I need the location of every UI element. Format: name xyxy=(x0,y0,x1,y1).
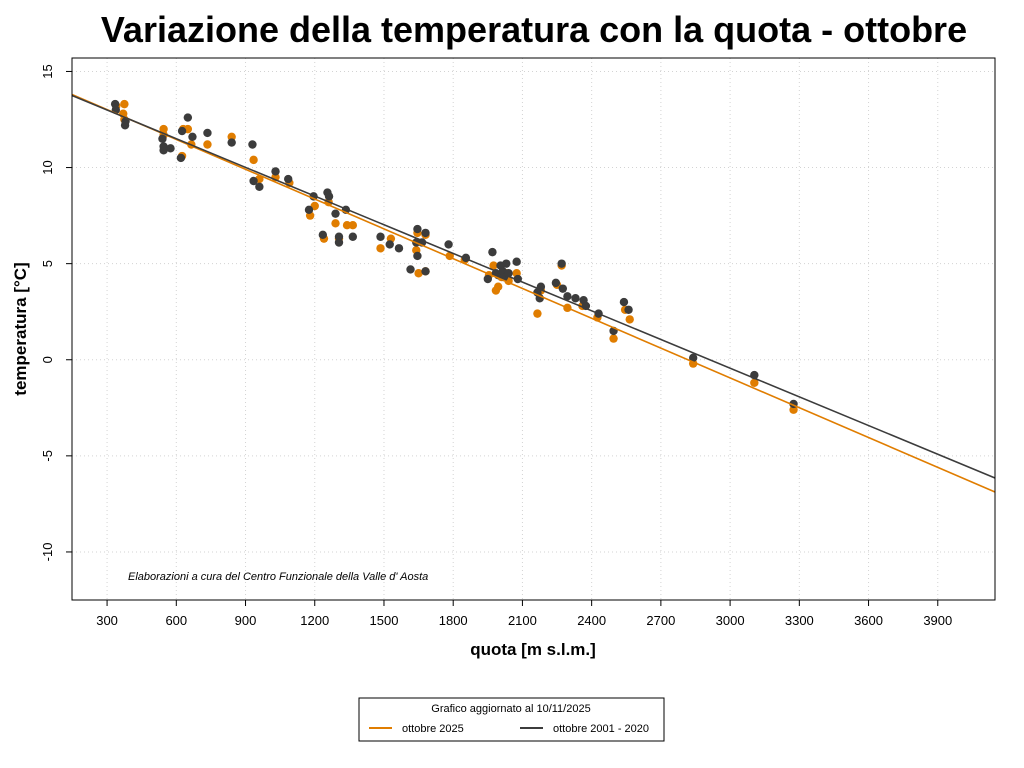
data-point xyxy=(284,174,293,184)
data-point xyxy=(227,132,236,142)
data-point xyxy=(376,244,385,253)
data-point xyxy=(158,134,167,143)
data-point xyxy=(444,240,453,249)
legend-label-2001-2020: ottobre 2001 - 2020 xyxy=(553,723,649,735)
data-point xyxy=(203,140,212,149)
y-tick-label: 10 xyxy=(40,160,55,174)
data-point xyxy=(248,140,257,149)
regression-line-2025 xyxy=(71,93,996,493)
x-tick-label: 3600 xyxy=(854,613,883,628)
series-2025 xyxy=(112,99,798,414)
data-point xyxy=(512,257,521,266)
data-point xyxy=(421,267,430,276)
regression-line-2001-2020 xyxy=(71,94,996,479)
y-axis-label: temperatura [°C] xyxy=(11,262,30,395)
data-point xyxy=(502,259,511,268)
credit-note: Elaborazioni a cura del Centro Funzional… xyxy=(128,571,428,583)
data-point xyxy=(177,126,187,136)
data-point xyxy=(376,232,385,241)
data-point xyxy=(342,221,352,230)
x-tick-label: 3900 xyxy=(923,613,952,628)
data-point xyxy=(159,124,168,134)
data-point xyxy=(385,240,394,249)
data-point xyxy=(348,221,358,230)
data-point xyxy=(533,309,542,318)
x-axis-label: quota [m s.l.m.] xyxy=(470,640,596,659)
data-point xyxy=(159,146,168,155)
x-tick-label: 2400 xyxy=(577,613,606,628)
x-tick-label: 2100 xyxy=(508,613,537,628)
data-point xyxy=(348,232,358,241)
data-point xyxy=(488,247,497,257)
data-point xyxy=(624,305,633,314)
x-tick-label: 2700 xyxy=(646,613,675,628)
legend-box xyxy=(358,697,665,742)
data-point xyxy=(483,274,493,284)
x-tick-label: 1800 xyxy=(439,613,468,628)
data-point xyxy=(227,138,236,147)
data-point xyxy=(414,269,423,278)
data-point xyxy=(331,219,340,228)
data-point xyxy=(557,259,566,268)
data-point xyxy=(120,121,130,130)
x-tick-label: 600 xyxy=(165,613,187,628)
data-point xyxy=(413,251,422,261)
y-tick-label: -10 xyxy=(40,543,55,562)
x-axis: 300 600 900 1200 1500 1800 2100 2400 2700 3000 330… xyxy=(96,600,952,628)
data-point xyxy=(304,205,314,215)
data-point xyxy=(625,315,634,324)
data-point xyxy=(571,294,580,303)
legend: Grafico aggiornato al 10/11/2025 ottobre… xyxy=(358,697,665,742)
data-point xyxy=(255,182,264,191)
data-point xyxy=(188,132,197,142)
plot-frame xyxy=(71,57,996,601)
data-point xyxy=(176,153,186,163)
data-point xyxy=(750,378,759,388)
y-tick-label: 5 xyxy=(40,260,55,267)
data-point xyxy=(183,113,193,122)
data-point xyxy=(334,232,344,241)
data-point xyxy=(324,192,334,201)
x-tick-label: 3300 xyxy=(785,613,814,628)
data-point xyxy=(331,209,340,218)
data-point xyxy=(563,292,572,301)
data-point xyxy=(493,282,503,291)
x-tick-label: 300 xyxy=(96,613,118,628)
x-tick-label: 3000 xyxy=(716,613,745,628)
data-point xyxy=(203,128,212,138)
data-point xyxy=(609,334,618,343)
data-point xyxy=(249,155,258,165)
data-point xyxy=(120,99,129,109)
data-point xyxy=(249,176,258,186)
x-tick-label: 1500 xyxy=(370,613,399,628)
regression-lines xyxy=(71,93,996,493)
y-tick-label: -5 xyxy=(40,450,55,462)
data-point xyxy=(406,265,415,274)
data-points xyxy=(110,99,798,414)
data-point xyxy=(271,167,280,176)
legend-title: Grafico aggiornato al 10/11/2025 xyxy=(431,703,590,715)
data-point xyxy=(413,224,422,234)
data-point xyxy=(421,228,430,238)
chart-title: Variazione della temperatura con la quot… xyxy=(101,9,967,50)
x-tick-label: 1200 xyxy=(300,613,329,628)
data-point xyxy=(489,261,498,270)
data-point xyxy=(394,244,404,253)
legend-label-2025: ottobre 2025 xyxy=(402,723,464,735)
grid xyxy=(72,58,995,600)
y-axis: -10 -5 0 5 10 15 xyxy=(40,64,72,561)
y-tick-label: 0 xyxy=(40,356,55,363)
data-point xyxy=(789,405,798,414)
data-point xyxy=(166,144,175,153)
data-point xyxy=(688,353,698,363)
data-point xyxy=(334,238,344,247)
x-tick-label: 900 xyxy=(235,613,257,628)
data-point xyxy=(619,297,629,307)
data-point xyxy=(551,278,561,288)
data-point xyxy=(558,284,568,293)
data-point xyxy=(318,230,328,240)
y-tick-label: 15 xyxy=(40,64,55,78)
